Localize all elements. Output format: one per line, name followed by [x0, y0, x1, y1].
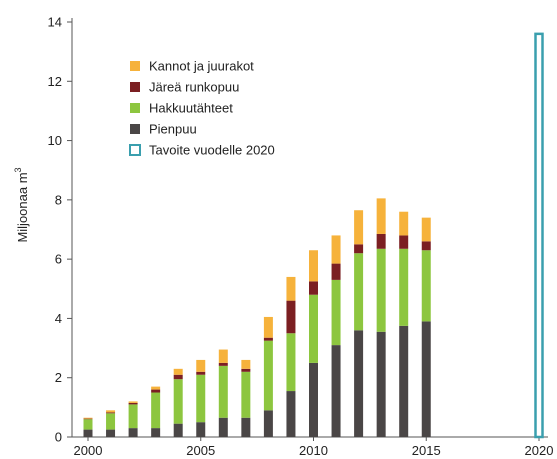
bar-segment — [309, 294, 318, 363]
bar-segment — [196, 422, 206, 437]
x-tick-label: 2005 — [186, 443, 215, 458]
y-axis-label: Miljoonaa m3 — [13, 167, 30, 242]
bar-segment — [196, 371, 206, 375]
bar-segment — [354, 330, 364, 437]
bar-segment — [263, 340, 273, 411]
y-tick-label: 4 — [55, 311, 62, 326]
bar-segment — [151, 386, 161, 390]
x-tick-label: 2010 — [299, 443, 328, 458]
bar-segment — [241, 368, 251, 372]
bar-segment — [421, 321, 431, 437]
bar-segment — [354, 244, 364, 254]
x-tick-label: 2020 — [525, 443, 554, 458]
legend-label: Hakkuutähteet — [149, 101, 233, 116]
legend-label: Tavoite vuodelle 2020 — [149, 143, 275, 158]
bar-segment — [286, 391, 296, 437]
bar-segment — [421, 217, 431, 242]
bar-segment — [106, 413, 116, 430]
bar-segment — [218, 417, 228, 437]
bar-segment — [196, 374, 206, 423]
bar-segment — [309, 250, 318, 282]
y-tick-label: 8 — [55, 192, 62, 207]
legend-swatch — [130, 103, 140, 113]
bar-segment — [421, 241, 431, 251]
bar-segment — [106, 410, 116, 413]
bar-segment — [376, 331, 386, 437]
bar-segment — [106, 412, 116, 414]
legend-label: Pienpuu — [149, 122, 197, 137]
bar-segment — [218, 349, 228, 363]
bar-segment — [331, 345, 341, 437]
bar-segment — [399, 325, 409, 437]
legend-label: Kannot ja juurakot — [149, 59, 254, 74]
bar-segment — [421, 250, 431, 322]
legend-swatch-target — [129, 144, 141, 156]
bar-segment — [399, 211, 409, 236]
bar-segment — [263, 316, 273, 338]
bar-segment — [263, 337, 273, 341]
legend: Kannot ja juurakot Järeä runkopuu Hakkuutä… — [129, 59, 275, 158]
legend-swatch — [130, 61, 140, 71]
bar-segment — [83, 429, 93, 437]
bar-segment — [151, 428, 161, 437]
bar-segment — [173, 368, 183, 375]
bar-segment — [309, 362, 318, 437]
bar-segment — [128, 401, 138, 403]
y-tick-label: 2 — [55, 370, 62, 385]
bar-segment — [286, 276, 296, 301]
target-bar — [534, 32, 544, 439]
bar-segment — [151, 389, 161, 393]
bar-segment — [376, 198, 386, 234]
y-tick-label: 0 — [55, 430, 62, 445]
bar-segment — [218, 365, 228, 418]
legend-swatch — [130, 82, 140, 92]
bar-segment — [173, 423, 183, 437]
x-tick-label: 2015 — [412, 443, 441, 458]
bar-segment — [128, 402, 138, 405]
bar-segment — [354, 253, 364, 331]
y-axis-title: Miljoonaa m3 — [13, 167, 30, 242]
bar-segment — [331, 235, 341, 264]
bar-segment — [83, 418, 93, 420]
bar-segment — [399, 235, 409, 249]
bar-segment — [331, 263, 341, 280]
bar-segment — [399, 248, 409, 326]
bar-segment — [354, 210, 364, 245]
bar-segment — [173, 379, 183, 424]
bar-segment — [83, 417, 93, 419]
bar-segment — [286, 300, 296, 334]
bar-segment — [83, 419, 93, 430]
legend-swatch — [130, 124, 140, 134]
x-axis-ticks: 2000 2005 2010 2015 2020 — [74, 437, 554, 458]
y-tick-label: 12 — [48, 74, 62, 89]
bar-segment — [376, 248, 386, 332]
bar-segment — [331, 279, 341, 346]
bar-segment — [196, 359, 206, 372]
bar-segment — [128, 428, 138, 437]
bar-segment — [241, 371, 251, 418]
y-tick-label: 14 — [48, 15, 62, 30]
bar-segment — [241, 417, 251, 437]
bar-segment — [309, 281, 318, 295]
bar-segment — [286, 333, 296, 392]
y-tick-label: 10 — [48, 133, 62, 148]
bar-segment — [218, 362, 228, 366]
bars — [83, 32, 544, 439]
bar-segment — [151, 392, 161, 429]
bar-segment — [106, 429, 116, 437]
y-tick-label: 6 — [55, 252, 62, 267]
bar-segment — [263, 410, 273, 437]
y-axis-ticks: 0 2 4 6 8 10 12 14 — [48, 15, 72, 445]
x-tick-label: 2000 — [74, 443, 103, 458]
bar-segment — [128, 404, 138, 429]
legend-label: Järeä runkopuu — [149, 80, 239, 95]
bar-segment — [241, 359, 251, 369]
bar-segment — [376, 233, 386, 249]
bar-segment — [173, 374, 183, 380]
